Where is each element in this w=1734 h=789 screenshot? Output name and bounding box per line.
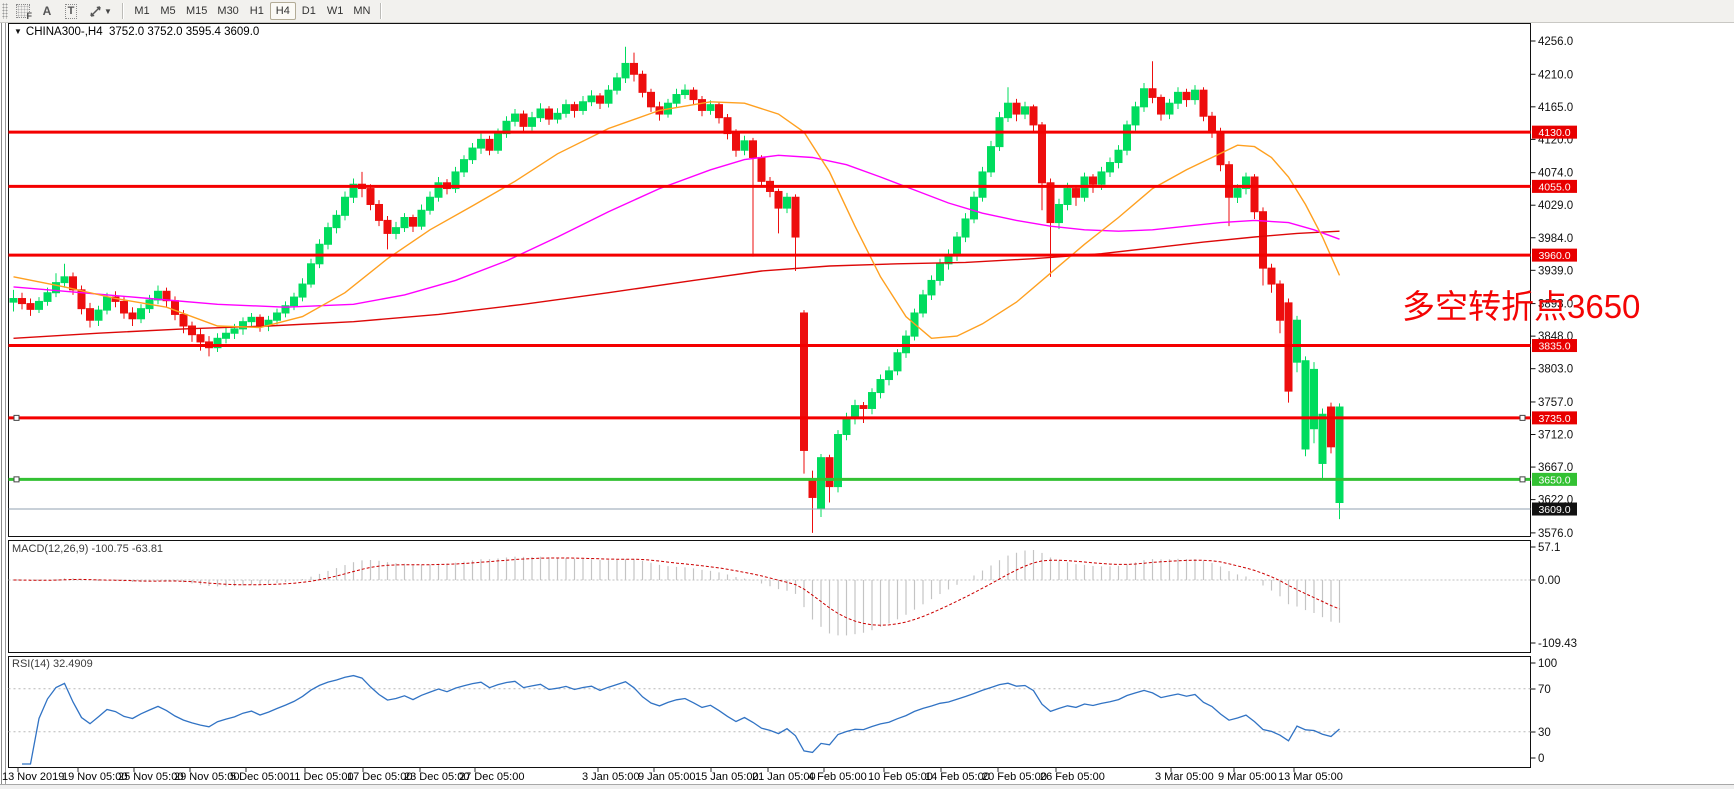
timeframe-mn[interactable]: MN	[348, 2, 375, 20]
x-axis-date-label: 15 Jan 05:00	[695, 771, 759, 783]
level-price-flag: 3650.0	[1532, 472, 1577, 486]
toolbar-grip[interactable]	[2, 3, 8, 19]
y-axis-tick-label: 3757.0	[1538, 397, 1573, 409]
x-axis-date-label: 25 Nov 05:00	[118, 771, 183, 783]
level-price-flag: 3960.0	[1532, 248, 1577, 262]
svg-text:4055.0: 4055.0	[1538, 181, 1570, 193]
letter-t-icon: T	[64, 3, 78, 19]
indicator-axis-label: 0	[1538, 753, 1544, 765]
text-box-button[interactable]: T	[61, 2, 81, 20]
y-axis-tick-label: 4029.0	[1538, 200, 1573, 212]
svg-text:4130.0: 4130.0	[1538, 127, 1570, 139]
rsi-pane	[8, 656, 1531, 768]
x-axis-date-label: 20 Feb 05:00	[982, 771, 1047, 783]
main-pane	[8, 23, 1531, 537]
y-axis-tick-label: 4256.0	[1538, 36, 1573, 48]
macd-histogram	[21, 550, 1341, 636]
timeframe-d1[interactable]: D1	[296, 2, 322, 20]
template-grid-button[interactable]: F	[13, 2, 33, 21]
macd-signal-line	[13, 557, 1340, 626]
x-axis-date-label: 10 Feb 05:00	[868, 771, 933, 783]
level-price-flag: 3835.0	[1532, 339, 1577, 353]
letter-a-icon: A	[42, 4, 52, 18]
x-axis-date-label: 4 Feb 05:00	[808, 771, 867, 783]
y-axis-tick-label: 4074.0	[1538, 168, 1573, 180]
ma-fast-orange	[13, 101, 1341, 340]
x-axis-date-label: 5 Dec 05:00	[230, 771, 289, 783]
candles	[9, 46, 1344, 533]
y-axis-tick-label: 3893.0	[1538, 299, 1573, 311]
ma-slow-red	[13, 230, 1340, 339]
timeframe-h1[interactable]: H1	[244, 2, 270, 20]
x-axis-date-label: 3 Mar 05:00	[1155, 771, 1214, 783]
svg-text:3650.0: 3650.0	[1538, 474, 1570, 486]
toolbar-separator	[122, 3, 124, 19]
chevron-down-icon: ▼	[104, 6, 112, 16]
timeframe-w1[interactable]: W1	[322, 2, 349, 20]
indicator-axis-label: 0.00	[1538, 575, 1560, 587]
timeframe-h4[interactable]: H4	[269, 2, 296, 20]
y-axis-tick-label: 4165.0	[1538, 102, 1573, 114]
window-bottom-edge	[0, 784, 1734, 789]
level-price-flag: 3735.0	[1532, 411, 1577, 425]
x-axis-date-label: 17 Dec 05:00	[347, 771, 412, 783]
y-axis-tick-label: 3803.0	[1538, 364, 1573, 376]
toolbar-separator	[380, 3, 383, 19]
arrows-icon	[90, 5, 101, 17]
y-axis-tick-label: 3984.0	[1538, 233, 1573, 245]
indicator-axis-label: 70	[1538, 684, 1551, 696]
svg-text:3735.0: 3735.0	[1538, 413, 1570, 425]
chart-title: ▼ CHINA300-,H4 3752.0 3752.0 3595.4 3609.…	[14, 26, 259, 38]
ma-mid-magenta	[13, 154, 1340, 308]
grid-icon: F	[16, 4, 32, 21]
indicator-axis-label: -109.43	[1538, 638, 1577, 650]
x-axis-date-label: 13 Mar 05:00	[1278, 771, 1343, 783]
text-label-button[interactable]: A	[37, 2, 57, 20]
y-axis-tick-label: 4210.0	[1538, 69, 1573, 81]
x-axis-date-label: 21 Jan 05:00	[752, 771, 816, 783]
indicator-axis-label: 30	[1538, 727, 1551, 739]
bid-price-flag: 3609.0	[1532, 502, 1577, 516]
svg-text:3835.0: 3835.0	[1538, 341, 1570, 353]
y-axis-tick-label: 3712.0	[1538, 430, 1573, 442]
svg-text:3609.0: 3609.0	[1538, 504, 1570, 516]
symbol-period-label: CHINA300-,H4	[25, 26, 103, 38]
timeframe-m15[interactable]: M15	[181, 2, 212, 20]
timeframe-m30[interactable]: M30	[212, 2, 243, 20]
x-axis-date-label: 9 Mar 05:00	[1218, 771, 1277, 783]
y-axis-tick-label: 3576.0	[1538, 528, 1573, 540]
svg-text:3960.0: 3960.0	[1538, 250, 1570, 262]
y-axis-tick-label: 3667.0	[1538, 462, 1573, 474]
macd-indicator-label: MACD(12,26,9) -100.75 -63.81	[12, 543, 164, 555]
timeframe-m5[interactable]: M5	[155, 2, 181, 20]
indicator-axis-label: 57.1	[1538, 542, 1560, 554]
symbol-dropdown-icon[interactable]: ▼	[14, 27, 22, 36]
x-axis-date-label: 27 Dec 05:00	[459, 771, 524, 783]
x-axis-date-label: 19 Nov 05:00	[62, 771, 127, 783]
rsi-indicator-label: RSI(14) 32.4909	[12, 658, 93, 670]
x-axis-date-label: 26 Feb 05:00	[1040, 771, 1105, 783]
x-axis-date-label: 14 Feb 05:00	[925, 771, 990, 783]
timeframe-buttons: M1 M5 M15 M30 H1 H4 D1 W1 MN	[129, 2, 375, 20]
top-toolbar: F A T ▼ M1 M5 M15 M30 H1 H4 D1 W1 MN	[0, 0, 1734, 23]
timeframe-m1[interactable]: M1	[129, 2, 155, 20]
x-axis-date-label: 3 Jan 05:00	[582, 771, 640, 783]
arrows-button[interactable]: ▼	[85, 2, 115, 20]
ohlc-values: 3752.0 3752.0 3595.4 3609.0	[109, 26, 260, 38]
y-axis-tick-label: 3939.0	[1538, 265, 1573, 277]
indicator-axis-label: 100	[1538, 658, 1557, 670]
x-axis-date-label: 29 Nov 05:00	[174, 771, 239, 783]
x-axis-date-label: 23 Dec 05:00	[404, 771, 469, 783]
chinese-annotation-text[interactable]: 多空转折点3650	[1402, 288, 1641, 325]
rsi-line	[22, 674, 1340, 765]
x-axis-date-label: 13 Nov 2019	[2, 771, 64, 783]
x-axis-date-label: 9 Jan 05:00	[638, 771, 696, 783]
x-axis-date-label: 11 Dec 05:00	[289, 771, 354, 783]
macd-pane	[8, 540, 1531, 653]
level-price-flag: 4130.0	[1532, 125, 1577, 139]
horizontal-level-lines[interactable]	[8, 130, 1531, 483]
level-price-flag: 4055.0	[1532, 179, 1577, 193]
